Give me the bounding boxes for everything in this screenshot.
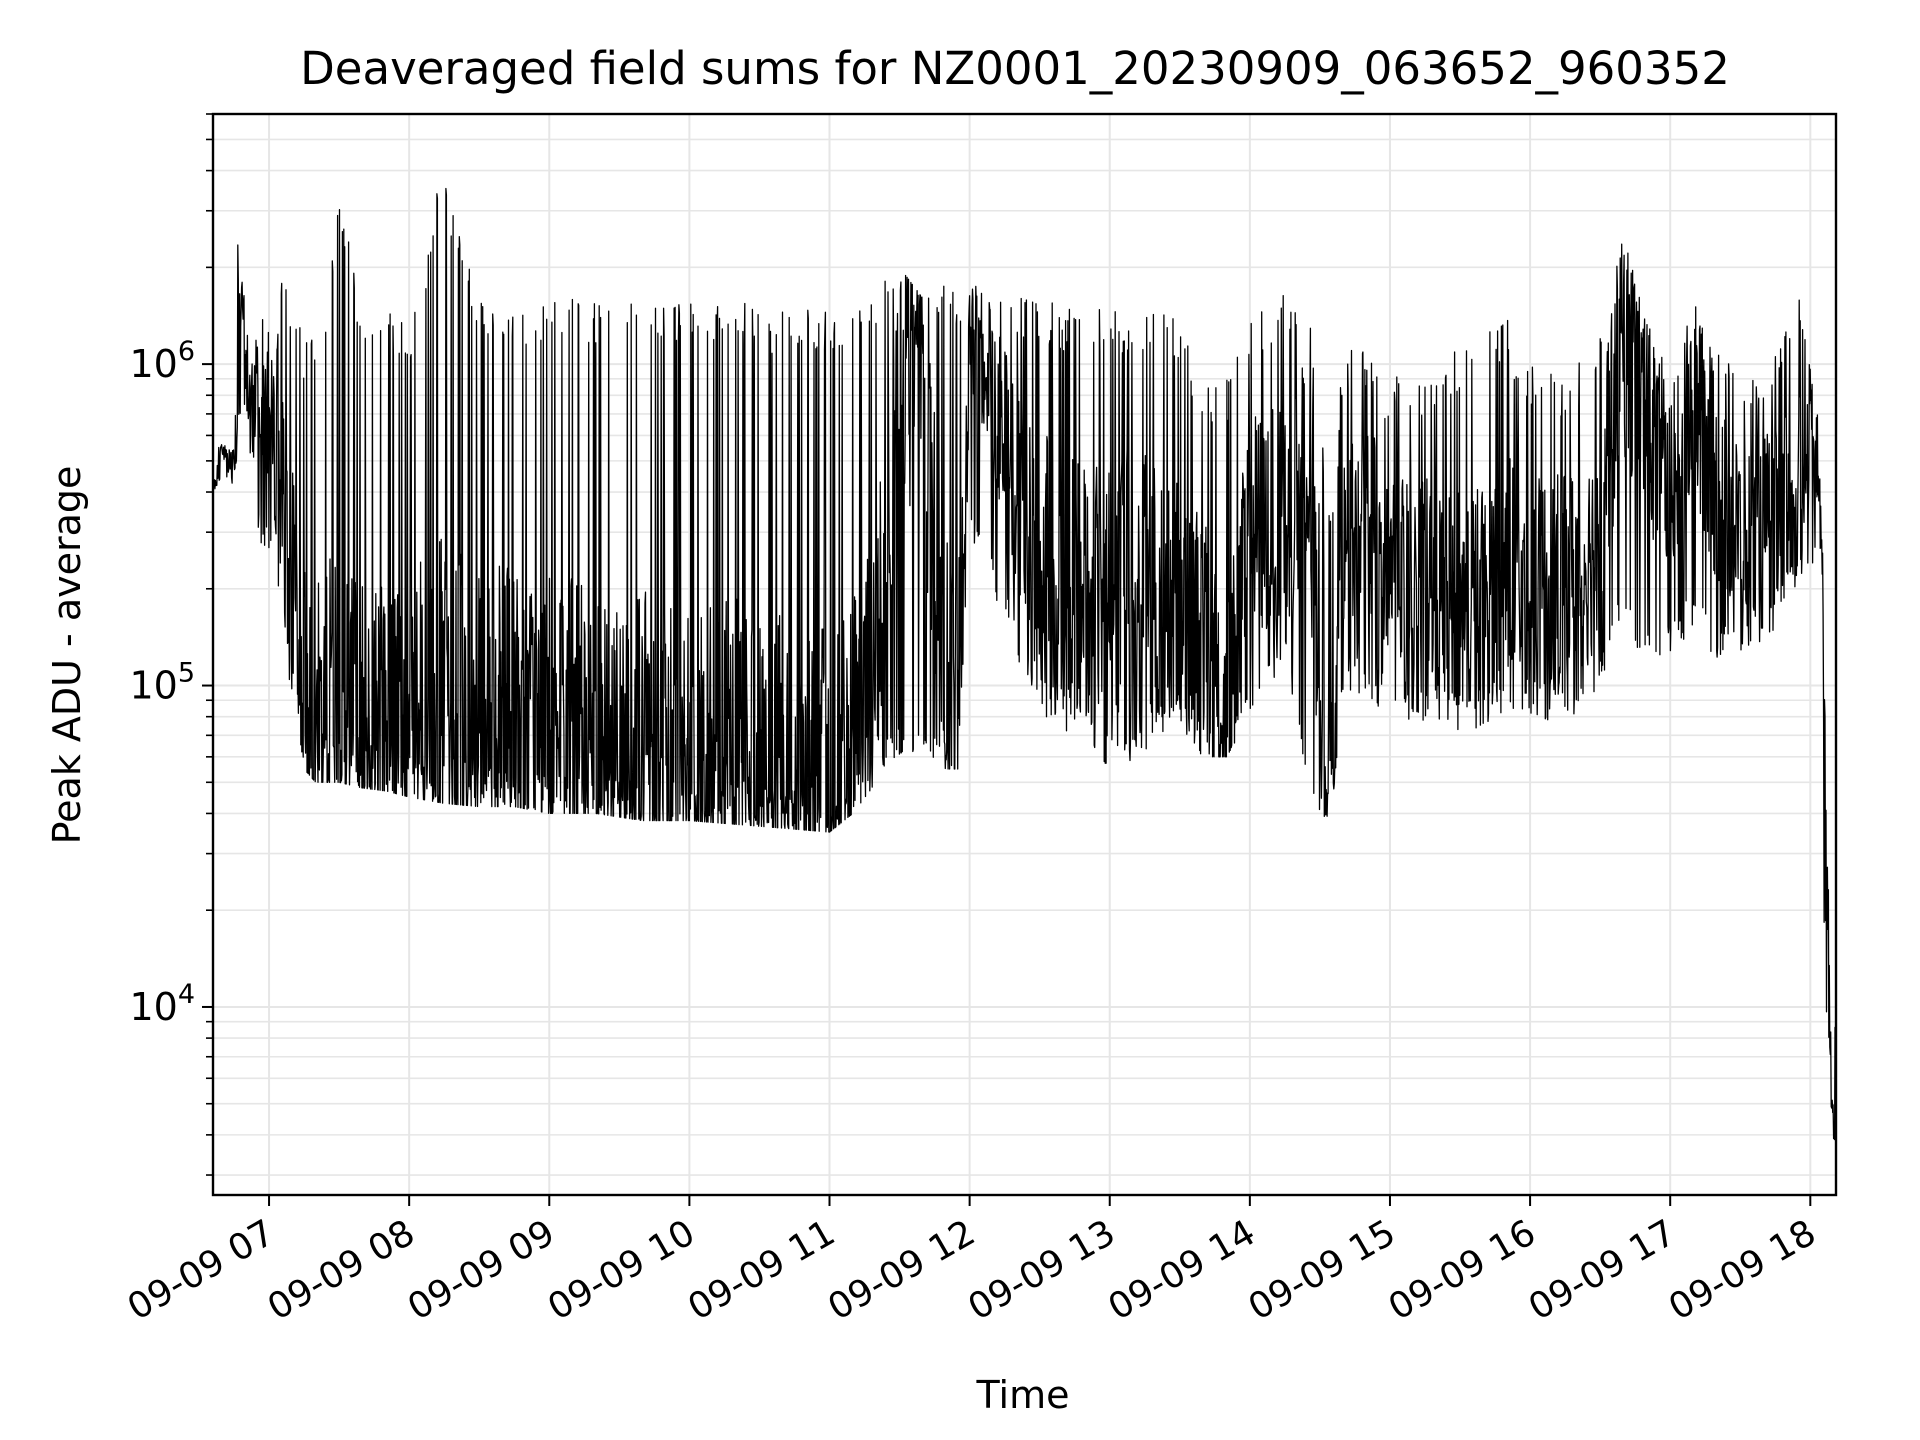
- x-tick-label: 09-09 17: [1522, 1212, 1683, 1328]
- x-tick-label: 09-09 11: [681, 1212, 842, 1328]
- y-tick-label: 106: [129, 336, 195, 386]
- x-tick-label: 09-09 07: [121, 1212, 282, 1328]
- x-tick-label: 09-09 10: [541, 1212, 702, 1328]
- x-tick-label: 09-09 14: [1102, 1212, 1263, 1328]
- x-tick-label: 09-09 12: [821, 1212, 982, 1328]
- x-tick-label: 09-09 09: [401, 1212, 562, 1328]
- series-line: [212, 187, 1837, 1141]
- y-tick-label: 104: [129, 979, 195, 1029]
- data-series: [212, 187, 1837, 1141]
- y-tick-label: 105: [129, 658, 195, 708]
- x-tick-label: 09-09 18: [1662, 1212, 1823, 1328]
- x-tick-label: 09-09 15: [1242, 1212, 1403, 1328]
- x-tick-label: 09-09 16: [1382, 1212, 1543, 1328]
- y-axis-ticks: 104 105 106: [129, 113, 213, 1176]
- chart-title: Deaveraged field sums for NZ0001_2023090…: [300, 42, 1730, 95]
- x-tick-label: 09-09 08: [261, 1212, 422, 1328]
- y-axis-label: Peak ADU - average: [45, 466, 89, 845]
- x-axis-label: Time: [976, 1373, 1070, 1417]
- x-tick-label: 09-09 13: [962, 1212, 1123, 1328]
- plot-frame: [211, 112, 1838, 1197]
